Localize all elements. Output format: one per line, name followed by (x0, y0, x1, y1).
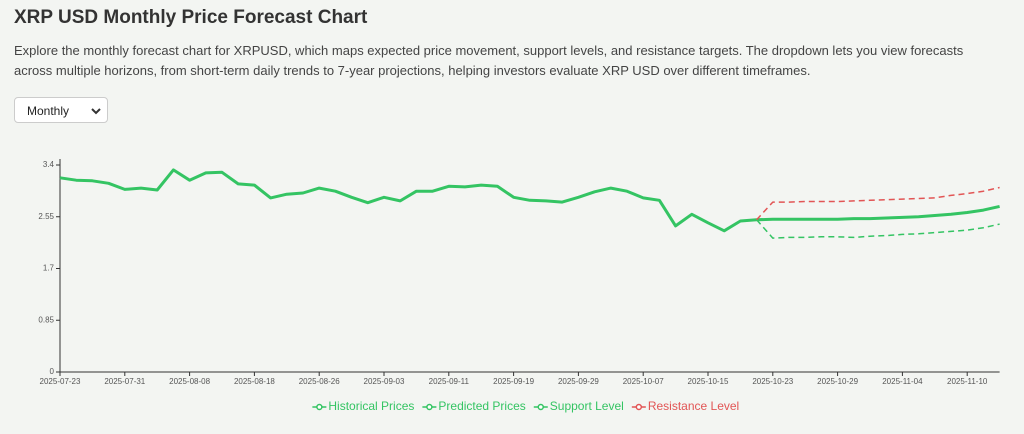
x-tick-label: 2025-07-31 (104, 377, 145, 386)
legend-label: Resistance Level (648, 399, 739, 413)
chevron (91, 108, 101, 115)
x-tick-label: 2025-10-29 (817, 377, 858, 386)
x-tick-label: 2025-08-26 (299, 377, 340, 386)
legend-dot (316, 403, 323, 411)
x-tick-label: 2025-10-07 (623, 377, 664, 386)
legend-label: Predicted Prices (438, 399, 525, 413)
x-tick-label: 2025-10-23 (752, 377, 793, 386)
series-line (59, 168, 757, 233)
series-line (756, 186, 1000, 221)
x-tick-label: 2025-10-15 (688, 377, 729, 386)
y-tick-label: 0.85 (38, 315, 54, 324)
dropdown[interactable]: Monthly (14, 97, 108, 123)
x-tick-label: 2025-09-03 (364, 377, 405, 386)
description: Explore the monthly forecast chart for X… (14, 43, 964, 78)
x-tick-label: 2025-08-08 (169, 377, 210, 386)
x-tick-label: 2025-09-29 (558, 377, 599, 386)
x-tick-label: 2025-09-19 (493, 377, 534, 386)
series-line (756, 219, 1000, 239)
y-tick-label: 0 (50, 367, 55, 376)
x-tick-label: 2025-11-04 (882, 377, 923, 386)
series-line (756, 204, 1000, 222)
x-tick-label: 2025-09-11 (429, 377, 470, 386)
dropdown-label: Monthly (27, 104, 70, 118)
y-tick-label: 3.4 (43, 160, 55, 169)
y-tick-label: 2.55 (38, 212, 54, 221)
legend-label: Historical Prices (328, 399, 414, 413)
y-tick-label: 1.7 (43, 264, 55, 273)
x-tick-label: 2025-08-18 (234, 377, 275, 386)
x-tick-label: 2025-11-10 (947, 377, 988, 386)
legend-label: Support Level (550, 399, 624, 413)
legend-dot (537, 403, 545, 411)
legend-dot (426, 403, 433, 411)
legend: Historical Prices Predicted Prices Support… (312, 399, 739, 413)
x-tick-label: 2025-07-23 (40, 377, 81, 386)
title: XRP USD Monthly Price Forecast Chart (14, 7, 368, 28)
legend-dot (635, 403, 643, 411)
